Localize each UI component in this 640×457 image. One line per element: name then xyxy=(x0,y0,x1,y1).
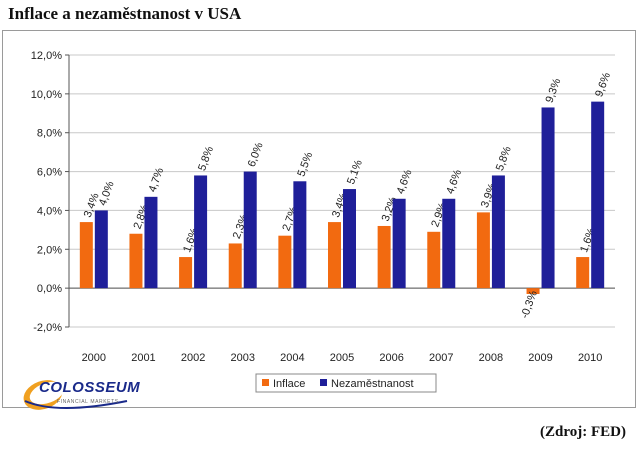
y-tick-label: 4,0% xyxy=(37,205,62,217)
y-tick-label: 12,0% xyxy=(31,50,62,62)
bar-inflace xyxy=(377,225,391,289)
x-tick-label: 2000 xyxy=(82,352,106,364)
bar-chart: -2,0%0,0%2,0%4,0%6,0%8,0%10,0%12,0%3,4%4… xyxy=(31,50,615,393)
x-tick-label: 2006 xyxy=(379,352,403,364)
bar-inflace xyxy=(526,288,540,294)
chart-title: Inflace a nezaměstnanost v USA xyxy=(8,4,242,23)
data-label: 4,6% xyxy=(444,168,464,196)
x-tick-label: 2002 xyxy=(181,352,205,364)
data-label: 5,5% xyxy=(295,150,315,178)
x-tick-label: 2009 xyxy=(528,352,552,364)
bar-inflace xyxy=(427,231,441,289)
bar-inflace xyxy=(328,222,341,289)
data-label: 4,0% xyxy=(97,180,117,208)
colosseum-logo-icon xyxy=(23,380,128,410)
bar-nezamestnanost xyxy=(194,175,208,289)
x-tick-label: 2010 xyxy=(578,352,602,364)
x-tick-label: 2005 xyxy=(330,352,354,364)
data-label: 5,1% xyxy=(345,158,365,186)
bar-nezamestnanost xyxy=(243,171,257,289)
data-label: 4,7% xyxy=(146,166,166,194)
bar-nezamestnanost xyxy=(442,198,456,289)
bar-nezamestnanost xyxy=(293,181,307,289)
x-tick-label: 2001 xyxy=(131,352,155,364)
x-tick-label: 2003 xyxy=(230,352,254,364)
data-label: -0,3% xyxy=(519,289,540,320)
source-note: (Zdroj: FED) xyxy=(540,424,626,440)
data-label: 9,6% xyxy=(593,71,613,99)
bar-inflace xyxy=(179,257,193,289)
y-tick-label: -2,0% xyxy=(33,322,62,334)
legend-swatch xyxy=(320,379,327,386)
legend-label: Nezaměstnanost xyxy=(331,378,414,390)
colosseum-logo: COLOSSEUM FINANCIAL MARKETS xyxy=(17,371,147,423)
x-tick-label: 2008 xyxy=(479,352,503,364)
bar-inflace xyxy=(228,243,242,289)
x-tick-label: 2007 xyxy=(429,352,453,364)
bar-nezamestnanost xyxy=(541,107,555,289)
bar-nezamestnanost xyxy=(591,101,605,289)
bar-inflace xyxy=(278,235,292,289)
bar-nezamestnanost xyxy=(491,175,505,289)
data-label: 4,6% xyxy=(395,168,415,196)
bar-nezamestnanost xyxy=(343,189,356,289)
bar-nezamestnanost xyxy=(144,196,158,289)
data-label: 5,8% xyxy=(494,145,514,173)
bar-nezamestnanost xyxy=(94,210,108,289)
y-tick-label: 8,0% xyxy=(37,128,62,140)
data-label: 6,0% xyxy=(246,141,266,169)
x-tick-label: 2004 xyxy=(280,352,304,364)
y-tick-label: 0,0% xyxy=(37,283,62,295)
legend-label: Inflace xyxy=(273,378,305,390)
bar-nezamestnanost xyxy=(392,198,406,289)
bar-inflace xyxy=(476,212,490,289)
legend-box xyxy=(255,373,437,393)
y-tick-label: 10,0% xyxy=(31,89,62,101)
bar-inflace xyxy=(129,233,143,289)
y-tick-label: 6,0% xyxy=(37,167,62,179)
bar-inflace xyxy=(79,222,93,289)
data-label: 9,3% xyxy=(544,77,564,105)
legend-swatch xyxy=(262,379,269,386)
y-tick-label: 2,0% xyxy=(37,244,62,256)
logo-text: COLOSSEUM xyxy=(39,379,141,396)
bar-inflace xyxy=(576,257,590,289)
chart-frame: -2,0% 0,0% 2,0% 4,0% 6,0% 8,0% 10,0% 12,0% 3,4% 4… xyxy=(2,30,636,410)
data-label: 5,8% xyxy=(196,145,216,173)
logo-subtext: FINANCIAL MARKETS xyxy=(57,399,119,405)
